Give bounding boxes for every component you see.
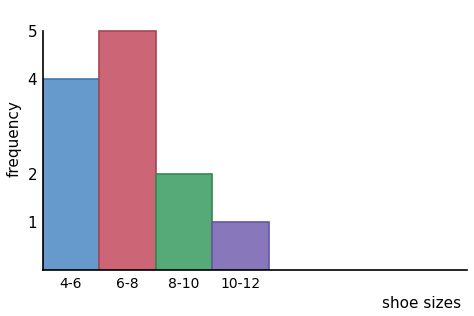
Text: shoe sizes: shoe sizes bbox=[382, 296, 461, 311]
Bar bbox=[43, 79, 99, 270]
Bar bbox=[99, 31, 156, 270]
Y-axis label: frequency: frequency bbox=[7, 100, 22, 177]
Bar bbox=[212, 222, 269, 270]
Bar bbox=[156, 174, 212, 270]
